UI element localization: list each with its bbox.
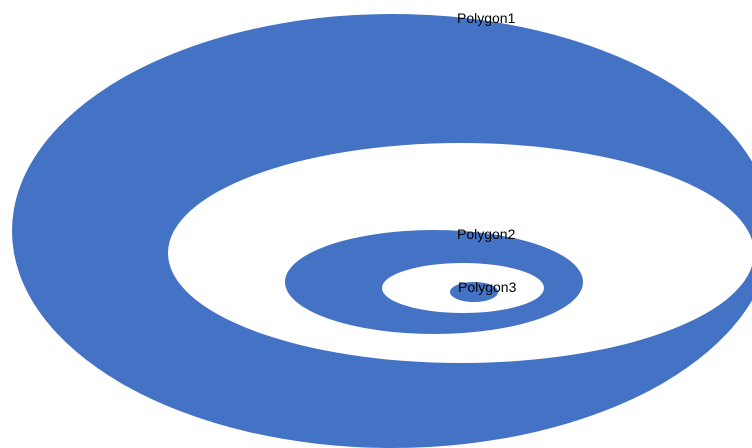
polygon2-ring	[285, 230, 583, 334]
polygon1-label: Polygon1	[457, 10, 516, 26]
polygon3-shape	[450, 282, 498, 302]
polygon2-label: Polygon2	[457, 226, 516, 242]
polygon1-ring	[12, 14, 752, 448]
polygon3-label: Polygon3	[458, 279, 517, 295]
polygon2: Polygon2	[285, 226, 583, 334]
polygon3: Polygon3	[450, 279, 517, 302]
polygon1: Polygon1	[12, 10, 752, 448]
